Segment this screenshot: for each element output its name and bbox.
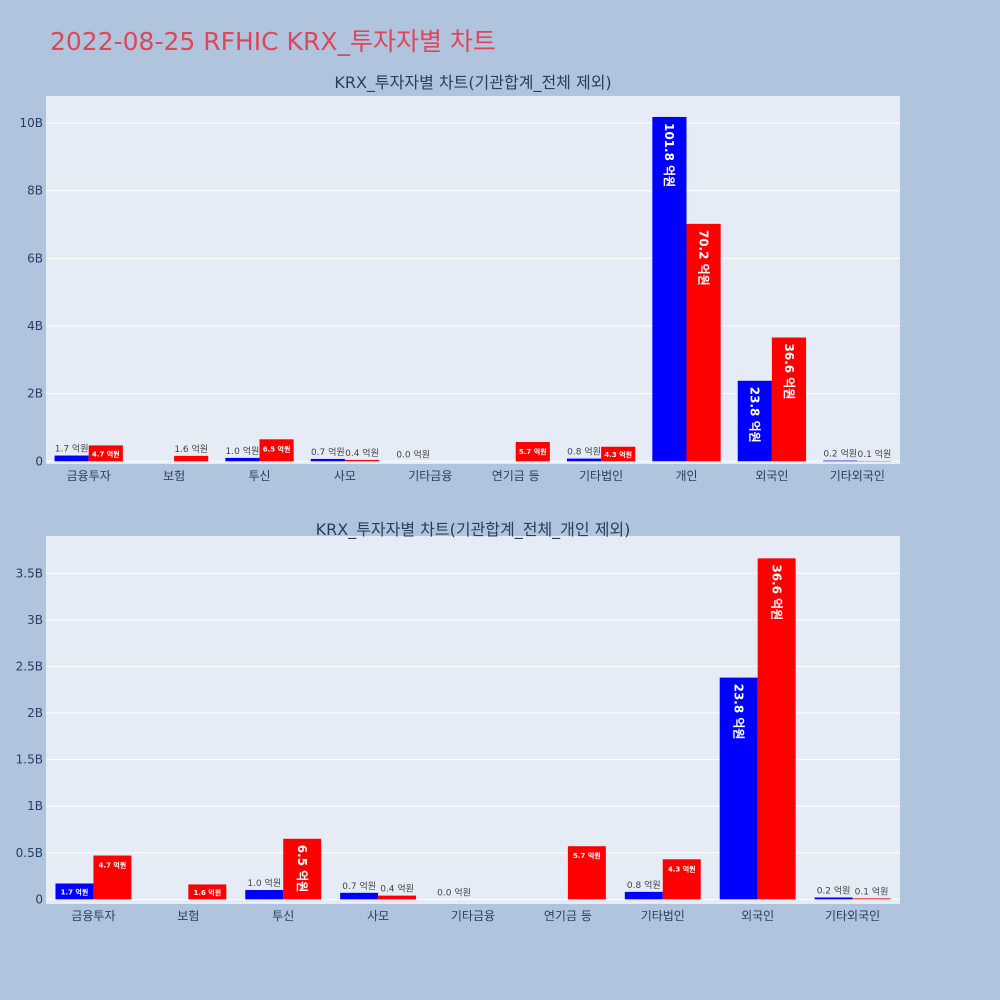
chart-krx-excluding-total-and-individual: KRX_투자자별 차트(기관합계_전체_개인 제외) 0 0.5B 1B 1.5B 2B 2…	[16, 520, 900, 923]
x-tick-label: 기타법인	[579, 469, 623, 483]
bar-data-label: 4.7 억원	[92, 449, 120, 458]
bar-data-label: 0.7 억원	[311, 446, 345, 458]
y-tick-label: 1.5B	[16, 753, 43, 767]
bar-series-2	[771, 337, 807, 462]
bar-series-1	[814, 897, 853, 900]
y-tick-label: 3.5B	[16, 566, 43, 580]
bar-data-label: 0.4 억원	[380, 883, 414, 895]
bar-series-1	[737, 380, 772, 462]
bar-series-1	[624, 891, 663, 900]
y-tick-label: 2B	[27, 387, 43, 401]
bar-series-2	[174, 455, 209, 462]
bar-series-2	[259, 439, 294, 462]
bar-data-label: 4.3 억원	[604, 450, 632, 459]
x-tick-label: 보험	[177, 909, 199, 923]
bar-series-2	[378, 895, 417, 900]
x-tick-label: 투신	[248, 469, 270, 483]
bar-data-label: 0.4 억원	[345, 447, 379, 459]
bar-series-1	[340, 892, 379, 900]
y-tick-label: 8B	[27, 184, 43, 198]
x-tick-label: 기타금융	[451, 909, 495, 923]
y-tick-label: 2B	[27, 706, 43, 720]
bar-data-label: 1.0 억원	[226, 445, 260, 457]
x-tick-label: 보험	[163, 469, 185, 483]
x-tick-label: 금융투자	[71, 909, 115, 923]
x-tick-label: 연기금 등	[544, 909, 592, 923]
bar-data-label: 4.3 억원	[668, 864, 696, 873]
x-tick-label: 사모	[367, 909, 389, 923]
bar-data-label: 23.8 억원	[731, 684, 745, 740]
bar-data-label: 0.7 억원	[342, 880, 376, 892]
x-tick-label: 기타금융	[408, 469, 452, 483]
bar-series-1	[245, 890, 284, 900]
bar-data-label: 6.5 억원	[295, 845, 309, 893]
bar-data-label: 5.7 억원	[519, 447, 547, 456]
bar-data-label: 0.0 억원	[437, 886, 471, 898]
bar-data-label: 1.6 억원	[174, 443, 208, 455]
bar-series-2	[852, 898, 891, 900]
x-tick-label: 외국인	[755, 469, 788, 483]
bar-data-label: 0.8 억원	[567, 446, 601, 458]
bar-data-label: 1.6 억원	[193, 888, 221, 897]
bar-data-label: 1.7 억원	[61, 887, 89, 896]
bar-series-2	[283, 838, 322, 900]
bar-data-label: 0.2 억원	[817, 884, 851, 896]
bar-data-label: 1.0 억원	[247, 877, 281, 889]
bar-data-label: 70.2 억원	[696, 230, 710, 286]
chart-title: KRX_투자자별 차트(기관합계_전체 제외)	[334, 73, 611, 93]
page-title: 2022-08-25 RFHIC KRX_투자자별 차트	[50, 27, 496, 56]
chart-krx-excluding-total: KRX_투자자별 차트(기관합계_전체 제외) 0 2B 4B 6B 8B 10B 금융투자 1…	[19, 73, 900, 483]
bar-series-2	[662, 859, 701, 900]
bar-series-2	[188, 884, 227, 900]
x-tick-label: 기타외국인	[830, 469, 885, 483]
y-tick-label: 0.5B	[16, 846, 43, 860]
x-tick-label: 외국인	[741, 909, 774, 923]
x-tick-label: 금융투자	[67, 469, 111, 483]
bar-data-label: 0.1 억원	[858, 448, 892, 460]
bar-data-label: 5.7 억원	[573, 851, 601, 860]
bar-data-label: 1.7 억원	[55, 443, 89, 455]
bar-data-label: 6.5 억원	[263, 444, 291, 453]
bar-data-label: 0.2 억원	[823, 448, 857, 460]
bar-data-label: 4.7 억원	[99, 861, 127, 870]
bar-series-1	[310, 458, 345, 462]
x-tick-label: 투신	[272, 909, 294, 923]
bar-series-1	[55, 883, 94, 900]
y-tick-label: 1B	[27, 799, 43, 813]
y-tick-label: 6B	[27, 251, 43, 265]
x-tick-label: 개인	[675, 469, 697, 483]
bar-series-1	[225, 457, 260, 462]
bar-series-1	[566, 458, 602, 462]
x-tick-label: 기타법인	[641, 909, 685, 923]
bar-data-label: 36.6 억원	[782, 344, 796, 400]
bar-series-2	[757, 558, 796, 900]
bar-series-1	[54, 455, 89, 462]
bar-series-2	[93, 855, 132, 900]
bar-series-1	[719, 677, 758, 900]
bar-series-2	[344, 459, 380, 462]
x-tick-label: 사모	[334, 469, 356, 483]
y-tick-label: 4B	[27, 319, 43, 333]
bar-data-label: 0.1 억원	[855, 885, 889, 897]
bar-series-2	[88, 445, 123, 462]
bar-series-1	[823, 460, 858, 462]
x-tick-label: 연기금 등	[492, 469, 540, 483]
bar-series-1	[652, 116, 687, 462]
chart-title: KRX_투자자별 차트(기관합계_전체_개인 제외)	[316, 520, 631, 540]
bar-data-label: 101.8 억원	[662, 123, 676, 187]
y-tick-label: 3B	[27, 613, 43, 627]
bar-series-2	[515, 442, 550, 462]
bar-data-label: 36.6 억원	[769, 564, 783, 620]
bar-series-2	[686, 223, 721, 462]
y-tick-label: 0	[35, 454, 43, 468]
y-tick-label: 10B	[19, 116, 43, 130]
y-tick-label: 0	[35, 892, 43, 906]
bar-data-label: 0.0 억원	[396, 448, 430, 460]
y-tick-label: 2.5B	[16, 659, 43, 673]
bar-data-label: 23.8 억원	[748, 387, 762, 443]
bar-series-2	[567, 846, 606, 900]
x-tick-label: 기타외국인	[825, 909, 880, 923]
bar-series-2	[601, 446, 636, 462]
bar-data-label: 0.8 억원	[627, 879, 661, 891]
